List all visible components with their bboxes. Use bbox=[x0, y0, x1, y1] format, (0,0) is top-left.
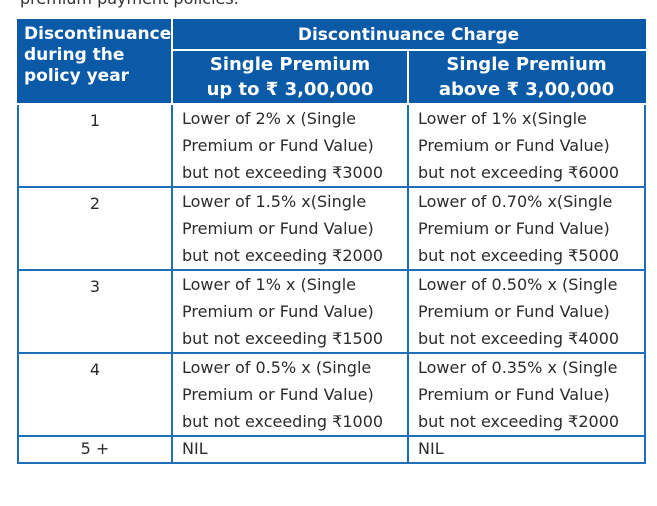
charge-line: Premium or Fund Value) bbox=[418, 385, 610, 404]
policy-year-cell: 2 bbox=[17, 186, 173, 271]
premium-above-header: Single Premium above ₹ 3,00,000 bbox=[407, 49, 646, 105]
cut-off-text: premium payment policies. bbox=[20, 0, 239, 8]
charge-line: but not exceeding ₹4000 bbox=[418, 329, 620, 348]
charge-line: Lower of 0.5% x (Single bbox=[182, 358, 372, 377]
premium-above-header-line: Single Premium bbox=[446, 54, 607, 75]
charge-line: Premium or Fund Value) bbox=[182, 385, 374, 404]
table-row: 3 Lower of 1% x (Single Premium or Fund … bbox=[17, 269, 646, 354]
charge-upto-cell: Lower of 1.5% x(Single Premium or Fund V… bbox=[171, 186, 409, 271]
charge-line: but not exceeding ₹1000 bbox=[182, 412, 384, 431]
charge-line: Premium or Fund Value) bbox=[182, 302, 374, 321]
charge-line: Premium or Fund Value) bbox=[418, 302, 610, 321]
charge-line: NIL bbox=[418, 439, 444, 458]
charge-line: but not exceeding ₹1500 bbox=[182, 329, 384, 348]
policy-year-cell: 3 bbox=[17, 269, 173, 354]
premium-upto-header-line: Single Premium bbox=[209, 54, 371, 75]
charge-upto-cell: NIL bbox=[171, 435, 409, 464]
charge-above-cell: Lower of 0.35% x (Single Premium or Fund… bbox=[407, 352, 646, 437]
charge-line: Lower of 2% x (Single bbox=[182, 109, 356, 128]
charge-above-cell: Lower of 0.50% x (Single Premium or Fund… bbox=[407, 269, 646, 354]
charge-upto-cell: Lower of 2% x (Single Premium or Fund Va… bbox=[171, 103, 409, 188]
policy-year-header-line: policy year bbox=[24, 66, 130, 86]
charge-line: Premium or Fund Value) bbox=[418, 219, 610, 238]
table-row: 5 + NIL NIL bbox=[17, 435, 646, 464]
policy-year-header-line: during the bbox=[24, 45, 125, 65]
charge-upto-cell: Lower of 1% x (Single Premium or Fund Va… bbox=[171, 269, 409, 354]
charge-above-cell: Lower of 1% x(Single Premium or Fund Val… bbox=[407, 103, 646, 188]
charge-line: Premium or Fund Value) bbox=[182, 219, 374, 238]
policy-year-cell: 1 bbox=[17, 103, 173, 188]
charge-line: but not exceeding ₹6000 bbox=[418, 163, 620, 182]
charge-upto-cell: Lower of 0.5% x (Single Premium or Fund … bbox=[171, 352, 409, 437]
discontinuance-charge-table: Discontinuance during the policy year Di… bbox=[17, 19, 646, 464]
premium-upto-header: Single Premium up to ₹ 3,00,000 bbox=[171, 49, 409, 105]
charge-line: but not exceeding ₹2000 bbox=[418, 412, 620, 431]
charge-line: but not exceeding ₹3000 bbox=[182, 163, 384, 182]
charge-line: Premium or Fund Value) bbox=[182, 136, 374, 155]
premium-above-header-line: above ₹ 3,00,000 bbox=[438, 79, 615, 100]
charge-line: but not exceeding ₹5000 bbox=[418, 246, 620, 265]
policy-year-cell: 4 bbox=[17, 352, 173, 437]
table-row: 4 Lower of 0.5% x (Single Premium or Fun… bbox=[17, 352, 646, 437]
charge-line: Lower of 0.35% x (Single bbox=[418, 358, 618, 377]
policy-year-cell: 5 + bbox=[17, 435, 173, 464]
charge-line: Lower of 1% x (Single bbox=[182, 275, 356, 294]
charge-line: Lower of 0.70% x(Single bbox=[418, 192, 613, 211]
charge-line: Lower of 0.50% x (Single bbox=[418, 275, 618, 294]
premium-upto-header-line: up to ₹ 3,00,000 bbox=[206, 79, 374, 100]
discontinuance-charge-header: Discontinuance Charge bbox=[171, 19, 646, 51]
charge-line: NIL bbox=[182, 439, 208, 458]
charge-line: Premium or Fund Value) bbox=[418, 136, 610, 155]
table-row: 1 Lower of 2% x (Single Premium or Fund … bbox=[17, 103, 646, 188]
policy-year-header-line: Discontinuance bbox=[24, 24, 172, 44]
charge-line: Lower of 1.5% x(Single bbox=[182, 192, 367, 211]
charge-line: Lower of 1% x(Single bbox=[418, 109, 587, 128]
charge-line: but not exceeding ₹2000 bbox=[182, 246, 384, 265]
charge-above-cell: Lower of 0.70% x(Single Premium or Fund … bbox=[407, 186, 646, 271]
charge-above-cell: NIL bbox=[407, 435, 646, 464]
policy-year-header: Discontinuance during the policy year bbox=[17, 19, 173, 105]
table-row: 2 Lower of 1.5% x(Single Premium or Fund… bbox=[17, 186, 646, 271]
